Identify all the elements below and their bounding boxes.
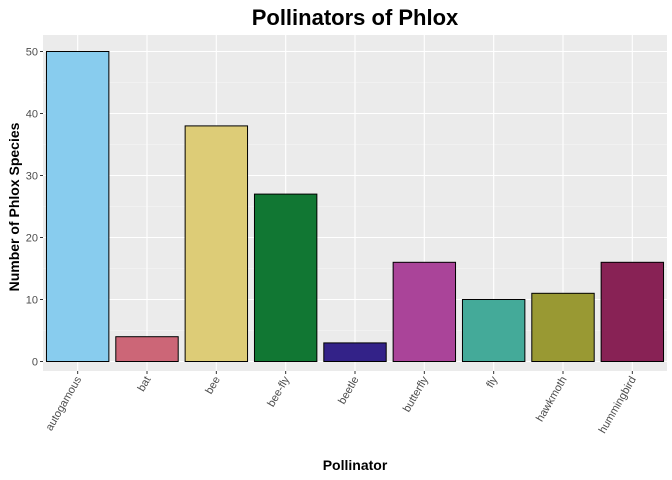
bar-hummingbird — [600, 261, 665, 362]
y-tick-label: 30 — [26, 171, 38, 183]
x-tick-label: hummingbird — [597, 375, 639, 436]
y-axis-title: Number of Phlox Species — [6, 122, 22, 291]
x-tick-label: fly — [484, 374, 500, 390]
x-tick-label: beetle — [336, 375, 361, 407]
y-tick-label: 40 — [26, 109, 38, 121]
y-tick-label: 20 — [26, 233, 38, 245]
x-tick-label: bat — [136, 375, 154, 394]
x-axis-title: Pollinator — [323, 457, 388, 473]
y-tick-label: 0 — [32, 357, 38, 369]
y-tick-label: 50 — [26, 47, 38, 59]
bar-beetle — [323, 342, 387, 362]
bar-bat — [115, 336, 179, 363]
x-tick-label: hawkmoth — [534, 375, 569, 424]
y-tick-label: 10 — [26, 295, 38, 307]
bar-hawkmoth — [531, 292, 595, 362]
x-axis-ticks: autogamous bat bee bee-fly beetle butterfly fl… — [44, 371, 639, 436]
bar-bee-fly — [253, 193, 318, 362]
bar-autogamous — [45, 51, 110, 362]
bars — [45, 51, 665, 363]
x-tick-label: bee-fly — [265, 374, 292, 409]
bar-fly — [461, 299, 526, 362]
y-axis-ticks: 0 10 20 30 40 50 — [26, 47, 43, 369]
x-tick-label: bee — [203, 375, 223, 397]
chart-title: Pollinators of Phlox — [252, 5, 459, 30]
x-tick-label: butterfly — [401, 374, 431, 414]
bar-butterfly — [392, 261, 457, 362]
bar-bee — [184, 125, 249, 363]
x-tick-label: autogamous — [44, 374, 85, 433]
